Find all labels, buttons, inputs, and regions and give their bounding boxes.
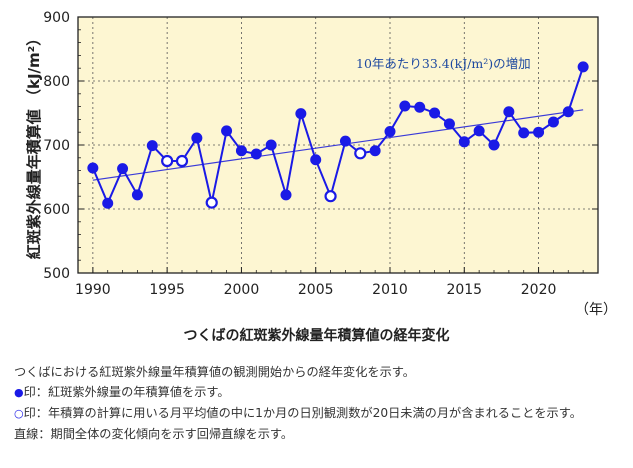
data-point [473,125,485,137]
trend-line [92,109,584,181]
series-line [91,66,585,206]
legend-hollow-row: ○印：年積算の計算に用いる月平均値の中に1か月の日別観測数が20日未満の月が含ま… [14,403,624,424]
x-tick-labels: 1990 1995 2000 2005 2010 2015 2020 [75,282,556,298]
data-point-hollow [324,190,337,203]
data-point [87,162,99,174]
data-point [235,145,247,157]
legend-hollow-text: 印：年積算の計算に用いる月平均値の中に1か月の日別観測数が20日未満の月が含まれ… [23,406,582,420]
data-point [503,106,515,118]
hollow-circle-icon: ○ [14,407,24,420]
data-point [414,101,426,113]
y-tick-label: 800 [43,74,70,90]
data-point-hollow [175,154,189,168]
data-point-hollow [161,154,174,168]
data-point [547,116,559,128]
legend-description: つくばにおける紅斑紫外線量年積算値の観測開始からの経年変化を示す。 ●印：紅斑紫… [14,362,624,444]
chart-title: つくばの紅斑紫外線量年積算値の経年変化 [183,328,450,344]
data-point-hollow [354,147,367,160]
legend-filled-text: 印：紅斑紫外線量の年積算値を示す。 [23,385,230,399]
y-tick-label: 900 [43,10,70,26]
data-point [131,189,143,201]
chart: 1990 1995 2000 2005 2010 2015 2020 500 600 700 80… [25,10,617,318]
x-tick-label: 2000 [224,282,260,298]
y-tick-labels: 500 600 700 800 900 [43,10,70,282]
data-point [339,135,351,147]
data-point [117,163,129,175]
data-point [399,100,411,112]
x-tick-label: 1990 [75,282,111,298]
x-tick-label: 2015 [446,282,482,298]
data-point [562,106,574,118]
data-points [87,61,589,209]
data-point [191,132,203,144]
data-point [429,107,441,119]
data-point [221,125,233,137]
data-point [577,61,589,73]
data-point [458,136,470,148]
data-point [310,154,322,166]
data-point [102,197,114,209]
y-tick-label: 600 [43,202,70,218]
legend-line-text: 直線：期間全体の変化傾向を示す回帰直線を示す。 [14,427,294,441]
trend-annotation: 10年あたり33.4(kJ/m²)の増加 [356,56,531,71]
data-point [280,189,292,201]
y-axis-label: 紅斑紫外線量年積算値 （kJ/m²） [25,31,43,259]
data-point [518,127,530,139]
plot-border [77,16,599,274]
data-point [146,140,158,152]
data-point-hollow [205,196,218,209]
data-point [443,118,455,130]
data-point [265,139,277,151]
filled-circle-icon: ● [14,386,24,399]
data-point [295,108,307,120]
x-tick-label: 2020 [521,282,557,298]
data-point [488,139,500,151]
legend-intro: つくばにおける紅斑紫外線量年積算値の観測開始からの経年変化を示す。 [14,365,415,379]
x-tick-label: 2010 [372,282,408,298]
y-tick-label: 700 [43,138,70,154]
legend-filled-row: ●印：紅斑紫外線量の年積算値を示す。 [14,382,624,403]
y-tick-label: 500 [43,266,70,282]
x-tick-label: 1995 [149,282,185,298]
x-axis-label: （年） [575,302,617,318]
data-point [533,126,545,138]
data-point [250,148,262,160]
x-tick-label: 2005 [298,282,334,298]
data-point [369,145,381,157]
data-point [384,126,396,138]
